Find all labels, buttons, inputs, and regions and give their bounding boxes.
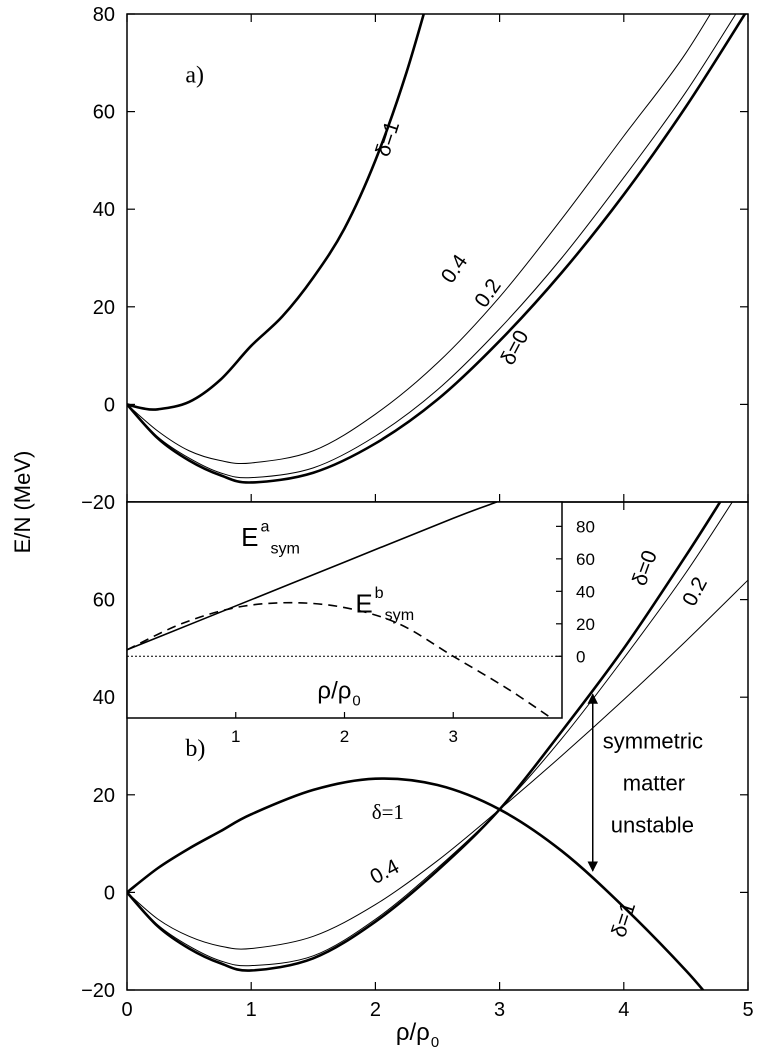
label-part: E (241, 522, 258, 552)
panel-label: b) (185, 736, 205, 762)
panel: δ=1 0.40.2 δ=0 −20 0 20 40 60 80 a) (81, 4, 749, 514)
curve (127, 601, 552, 718)
y-tick-label: −20 (81, 980, 115, 1002)
y-tick-label: 40 (93, 199, 115, 221)
y-tick-label: 20 (93, 297, 115, 319)
label-part: a (260, 518, 269, 536)
plot-frame (126, 13, 749, 503)
x-tick-label: 1 (246, 999, 257, 1021)
y-tick-label: 40 (93, 687, 115, 709)
curve (127, 502, 722, 972)
annotation: symmetric (603, 729, 703, 754)
y-tick-label: 0 (104, 882, 115, 904)
y-tick-label: −20 (81, 492, 115, 514)
label: 0.2 (470, 275, 506, 312)
curve (127, 502, 498, 651)
label-part: ρ/ρ (317, 678, 351, 705)
y-tick-label: 0 (104, 394, 115, 416)
x-tick-label: 0 (121, 999, 132, 1021)
label-part: b (375, 584, 384, 602)
label: 0.2 (678, 573, 712, 610)
x-tick-label: 5 (742, 999, 753, 1021)
panel-label: a) (185, 62, 204, 88)
x-tick-label: 2 (370, 999, 381, 1021)
label: 0.4 (366, 855, 403, 889)
x-tick-label: 1 (231, 727, 240, 746)
label: δ=1 (607, 899, 640, 940)
y-tick-label: 60 (576, 550, 595, 569)
label: δ=0 (496, 327, 533, 369)
label: δ=1 (372, 800, 404, 824)
annotation: unstable (611, 813, 694, 838)
y-tick-label: 20 (576, 615, 595, 634)
curve (127, 14, 747, 484)
inset-background (127, 502, 562, 718)
curve (127, 14, 737, 479)
curve (127, 14, 426, 411)
y-tick-label: 80 (576, 517, 595, 536)
x-tick-label: 4 (618, 999, 629, 1021)
label-part: 0 (431, 1035, 439, 1049)
label-part: E (355, 588, 372, 618)
label: ρ/ρ0 (396, 1019, 439, 1049)
x-tick-label: 3 (449, 727, 458, 746)
y-tick-label: 0 (576, 647, 585, 666)
label-part: 0 (352, 694, 360, 710)
y-tick-label: 60 (93, 590, 115, 612)
label: ρ/ρ0 (317, 678, 360, 710)
x-tick-label: 3 (494, 999, 505, 1021)
label: δ=1 (371, 118, 404, 159)
y-tick-label: 60 (93, 102, 115, 124)
label: 0.4 (437, 250, 473, 287)
y-tick-label: 40 (576, 582, 595, 601)
curve (127, 502, 733, 967)
y-axis-label: E/N (MeV) (10, 451, 35, 554)
annotation: matter (623, 771, 685, 796)
label-part: ρ/ρ (396, 1019, 430, 1046)
curve (127, 777, 705, 990)
curve (127, 14, 712, 465)
label: δ=0 (628, 547, 662, 588)
label-part: sym (385, 606, 415, 624)
x-tick-label: 2 (340, 727, 349, 746)
y-tick-label: 80 (93, 4, 115, 26)
y-tick-label: 20 (93, 785, 115, 807)
curve (127, 579, 748, 950)
label-part: sym (270, 540, 300, 558)
